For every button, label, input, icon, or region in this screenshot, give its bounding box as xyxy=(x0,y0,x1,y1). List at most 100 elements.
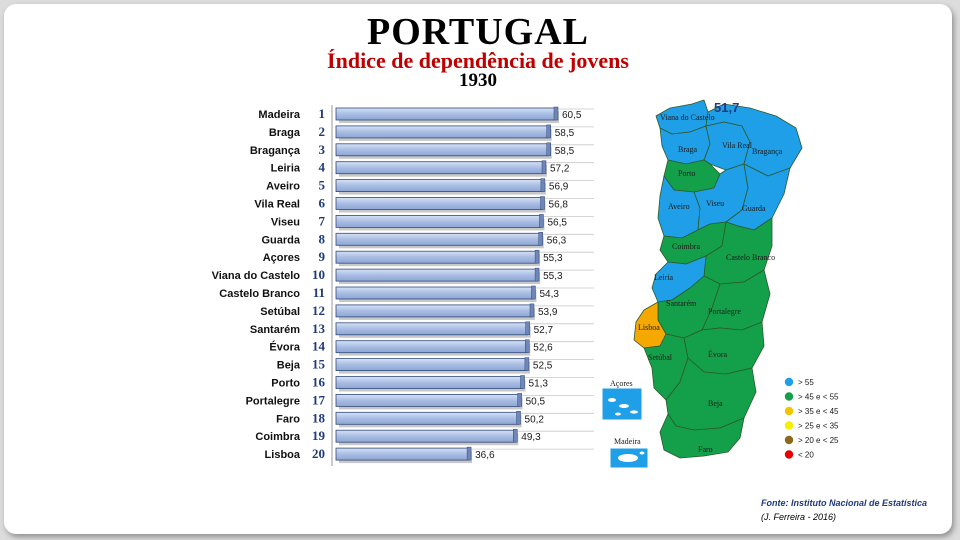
bar-cap xyxy=(525,339,530,353)
bar-cap xyxy=(466,446,472,461)
rank-label: 14 xyxy=(312,339,326,354)
category-label: Braga xyxy=(269,127,301,139)
rank-label: 5 xyxy=(319,178,326,193)
category-label: Aveiro xyxy=(266,181,300,193)
rank-label: 17 xyxy=(312,392,326,407)
category-label: Guarda xyxy=(261,234,300,246)
map-label-beja: Beja xyxy=(708,399,723,408)
rank-label: 4 xyxy=(319,160,326,175)
category-label: Açores xyxy=(263,252,300,264)
legend-swatch xyxy=(784,435,794,445)
bar-cap xyxy=(538,232,543,246)
legend-label: > 45 e < 55 xyxy=(798,393,839,402)
map-label-viana: Viana do Castelo xyxy=(660,113,715,122)
bar-cap xyxy=(516,411,521,425)
bar-value-label: 36,6 xyxy=(475,450,495,461)
chart-year: 1930 xyxy=(459,70,497,91)
rank-label: 3 xyxy=(319,142,326,157)
legend-swatch xyxy=(784,392,794,401)
bar-cap xyxy=(525,321,530,336)
page-title: PORTUGAL xyxy=(366,11,589,53)
map-regions xyxy=(633,99,803,459)
rank-label: 2 xyxy=(319,124,326,139)
bar-cap xyxy=(520,375,525,389)
bar-value-label: 50,5 xyxy=(526,396,546,407)
category-label: Beja xyxy=(277,360,301,372)
bar-cap xyxy=(541,160,547,174)
map-label-braganca: Bragança xyxy=(752,147,783,156)
bar-cap xyxy=(529,303,535,318)
bar-cap xyxy=(546,124,551,139)
map-label-lisboa: Lisboa xyxy=(638,323,660,332)
rank-label: 7 xyxy=(319,213,326,228)
map-labels: Viana do Castelo Braga Vila Real Braganç… xyxy=(638,113,783,454)
bar-value-label: 57,2 xyxy=(550,164,570,175)
legend-swatch xyxy=(784,377,794,387)
map-label-setubal: Setúbal xyxy=(648,353,673,362)
region-faro xyxy=(659,413,745,459)
legend-swatch xyxy=(784,421,794,430)
bar-value-label: 51,3 xyxy=(529,379,549,390)
bar-value-label: 58,5 xyxy=(555,146,575,157)
bar-value-label: 52,6 xyxy=(533,343,553,354)
category-label: Vila Real xyxy=(254,199,300,211)
bar-cap xyxy=(546,142,551,157)
bar-value-label: 50,2 xyxy=(525,414,545,425)
inset-label-madeira: Madeira xyxy=(614,437,641,446)
map-label-leiria: Leiria xyxy=(654,273,674,282)
category-label: Setúbal xyxy=(260,306,300,318)
category-label: Évora xyxy=(269,341,300,354)
bar-cap xyxy=(534,249,540,264)
bar-value-label: 60,5 xyxy=(562,110,582,121)
bar-cap xyxy=(540,178,546,192)
rank-label: 9 xyxy=(319,249,326,264)
rank-label: 20 xyxy=(312,446,325,461)
bar-chart: 60,5 1 Madeira 58,5 2 Braga 58,5 3 Bragança 57,2 4… xyxy=(212,105,594,466)
inset-label-acores: Açores xyxy=(610,379,633,388)
bar-value-label: 56,5 xyxy=(547,217,567,228)
bar-value-label: 58,5 xyxy=(555,128,575,139)
rank-label: 8 xyxy=(319,231,326,246)
category-label: Portalegre xyxy=(246,395,300,407)
legend-label: < 20 xyxy=(798,451,814,460)
rank-label: 12 xyxy=(312,303,325,318)
source-note: Fonte: Instituto Nacional de Estatística xyxy=(761,498,928,508)
map-label-faro: Faro xyxy=(698,445,713,454)
rank-label: 15 xyxy=(312,357,326,372)
map-label-santarem: Santarém xyxy=(666,299,697,308)
bar-value-label: 54,3 xyxy=(539,289,559,300)
bar-value-label: 56,9 xyxy=(549,182,569,193)
map-label-castelobranco: Castelo Branco xyxy=(726,253,775,262)
map-label-porto: Porto xyxy=(678,169,695,178)
category-label: Castelo Branco xyxy=(219,288,300,300)
author-note: (J. Ferreira - 2016) xyxy=(761,512,837,522)
bar-value-label: 56,8 xyxy=(549,200,569,211)
inset-madeira: Madeira xyxy=(609,437,649,469)
rank-label: 10 xyxy=(312,267,325,282)
bar-value-label: 55,3 xyxy=(543,271,563,282)
category-label: Faro xyxy=(276,413,300,425)
legend-label: > 20 e < 25 xyxy=(798,436,839,445)
bar-value-label: 52,5 xyxy=(533,361,553,372)
bar-value-label: 55,3 xyxy=(543,253,563,264)
map-label-portalegre: Portalegre xyxy=(708,307,741,316)
slide: PORTUGAL Índice de dependência de jovens… xyxy=(4,4,952,534)
inset-acores: Açores xyxy=(601,379,643,421)
rank-label: 1 xyxy=(319,106,326,121)
bar-cap xyxy=(534,267,540,282)
bar-cap xyxy=(524,357,530,371)
category-label: Santarém xyxy=(250,324,300,336)
category-label: Bragança xyxy=(250,145,301,157)
legend-swatch xyxy=(784,450,794,459)
category-label: Viana do Castelo xyxy=(212,270,301,282)
rank-label: 18 xyxy=(312,410,326,425)
map-legend: > 55 > 45 e < 55 > 35 e < 45 > 25 e < 35 > 2… xyxy=(784,377,839,460)
category-label: Viseu xyxy=(271,216,300,228)
bar-cap xyxy=(553,106,559,121)
map-label-aveiro: Aveiro xyxy=(668,202,690,211)
category-label: Porto xyxy=(271,378,300,390)
portugal-map: Viana do Castelo Braga Vila Real Braganç… xyxy=(601,99,839,469)
rank-label: 11 xyxy=(313,285,325,300)
map-label-guarda: Guarda xyxy=(742,204,766,213)
legend-label: > 35 e < 45 xyxy=(798,407,839,416)
